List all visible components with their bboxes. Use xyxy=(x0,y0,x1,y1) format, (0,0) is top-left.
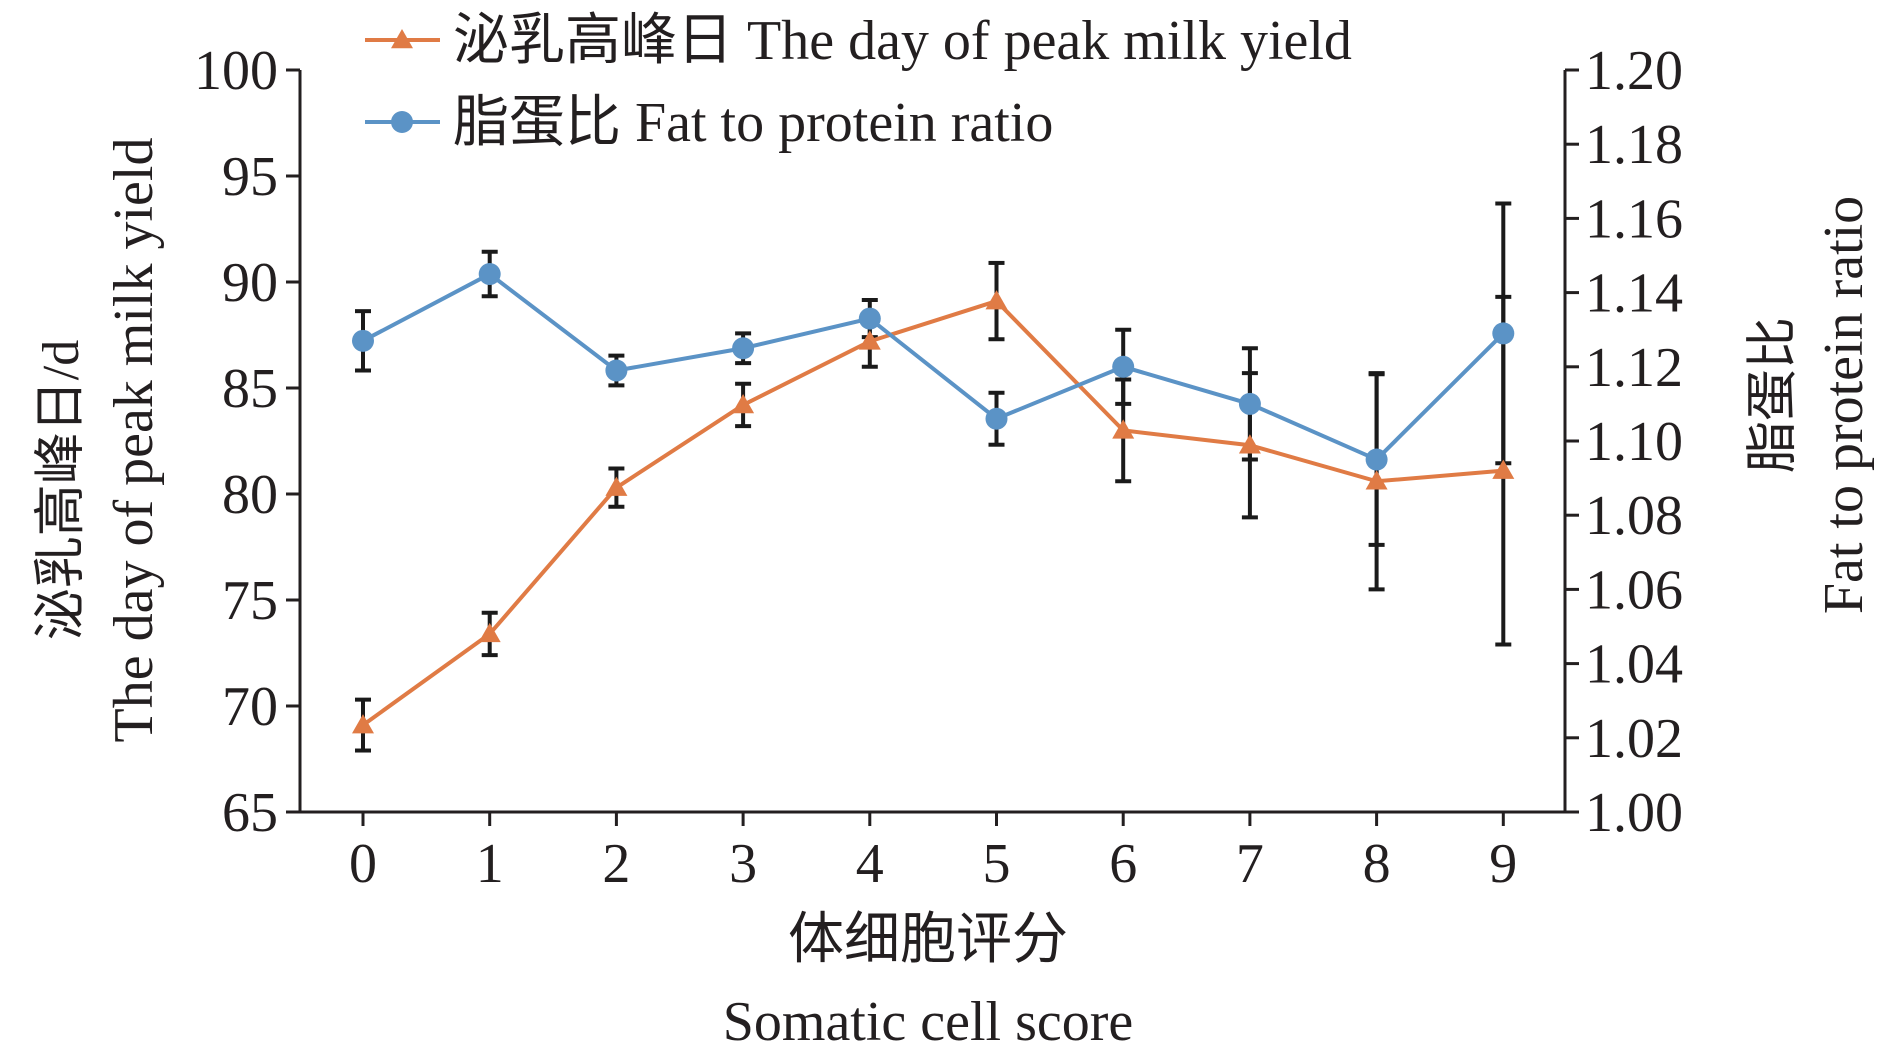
series-markers-layer xyxy=(352,263,1515,734)
series-lines-layer xyxy=(361,271,1505,727)
legend: 泌乳高峰日 The day of peak milk yield 脂蛋比 Fat … xyxy=(365,10,1352,154)
x-tick-label: 0 xyxy=(349,833,377,895)
left-axis-title-en: The day of peak milk yield xyxy=(103,138,165,743)
fat-protein-point xyxy=(732,337,755,360)
fat-protein-series-line xyxy=(362,271,1505,462)
fat-protein-point xyxy=(1365,448,1388,471)
x-axis-title-cn: 体细胞评分 xyxy=(788,909,1068,971)
x-tick-label: 3 xyxy=(729,833,757,895)
right-axis-title-cn: 脂蛋比 xyxy=(1745,317,1802,473)
peak-day-point xyxy=(985,290,1008,310)
left-y-tick-label: 95 xyxy=(222,146,278,208)
x-tick-label: 4 xyxy=(856,833,884,895)
left-y-tick-label: 80 xyxy=(222,464,278,526)
fat-protein-point xyxy=(1112,355,1135,378)
right-y-tick-label: 1.08 xyxy=(1585,485,1683,547)
x-tick-label: 9 xyxy=(1489,833,1517,895)
x-tick-label: 7 xyxy=(1236,833,1264,895)
right-y-tick-label: 1.00 xyxy=(1585,782,1683,844)
legend-fat-protein-marker xyxy=(391,111,413,133)
fat-protein-point xyxy=(1238,392,1261,415)
x-axis-title-en: Somatic cell score xyxy=(723,991,1134,1053)
left-y-tick-label: 90 xyxy=(222,252,278,314)
left-y-tick-label: 70 xyxy=(222,676,278,738)
right-axis-title-en: Fat to protein ratio xyxy=(1813,196,1875,614)
peak-day-point xyxy=(478,622,501,643)
peak-day-point xyxy=(605,476,628,496)
right-y-tick-label: 1.14 xyxy=(1585,263,1683,325)
x-tick-label: 6 xyxy=(1109,833,1137,895)
peak-day-point xyxy=(352,714,374,734)
right-y-tick-label: 1.20 xyxy=(1585,40,1683,102)
left-y-tick-label: 100 xyxy=(194,40,278,102)
legend-fat-protein-label: 脂蛋比 Fat to protein ratio xyxy=(453,92,1053,154)
peak-day-point xyxy=(858,330,881,350)
left-axis-title-cn: 泌乳高峰日/d xyxy=(33,340,90,640)
fat-protein-point xyxy=(1492,322,1515,345)
legend-peak-day-marker xyxy=(391,29,413,49)
error-bars-layer xyxy=(355,201,1512,753)
fat-protein-point xyxy=(858,307,881,330)
x-tick-label: 1 xyxy=(476,833,504,895)
peak-day-point xyxy=(1492,459,1515,479)
peak-day-point xyxy=(1365,470,1388,490)
x-tick-label: 5 xyxy=(983,833,1011,895)
left-y-tick-label: 75 xyxy=(222,570,278,632)
peak-day-point xyxy=(1112,419,1135,439)
legend-peak-day-label: 泌乳高峰日 The day of peak milk yield xyxy=(453,10,1352,72)
right-y-tick-label: 1.12 xyxy=(1585,337,1683,399)
x-tick-label: 8 xyxy=(1363,833,1391,895)
peak-day-series-line xyxy=(361,298,1504,727)
right-y-tick-label: 1.18 xyxy=(1585,114,1683,176)
right-y-tick-label: 1.04 xyxy=(1585,634,1683,696)
right-y-tick-label: 1.10 xyxy=(1585,411,1683,473)
left-y-tick-label: 85 xyxy=(222,358,278,420)
x-tick-label: 2 xyxy=(602,833,630,895)
right-y-tick-label: 1.02 xyxy=(1585,708,1683,770)
fat-protein-point xyxy=(352,329,374,352)
right-y-tick-label: 1.16 xyxy=(1585,188,1683,250)
fat-protein-point xyxy=(478,263,501,286)
axes-layer: 657075808590951001.001.021.041.061.081.1… xyxy=(194,40,1683,895)
right-y-tick-label: 1.06 xyxy=(1585,559,1683,621)
fat-protein-point xyxy=(985,407,1008,430)
fat-protein-point xyxy=(605,359,628,382)
peak-day-point xyxy=(1238,434,1261,454)
left-y-tick-label: 65 xyxy=(222,782,278,844)
peak-day-point xyxy=(732,393,755,414)
